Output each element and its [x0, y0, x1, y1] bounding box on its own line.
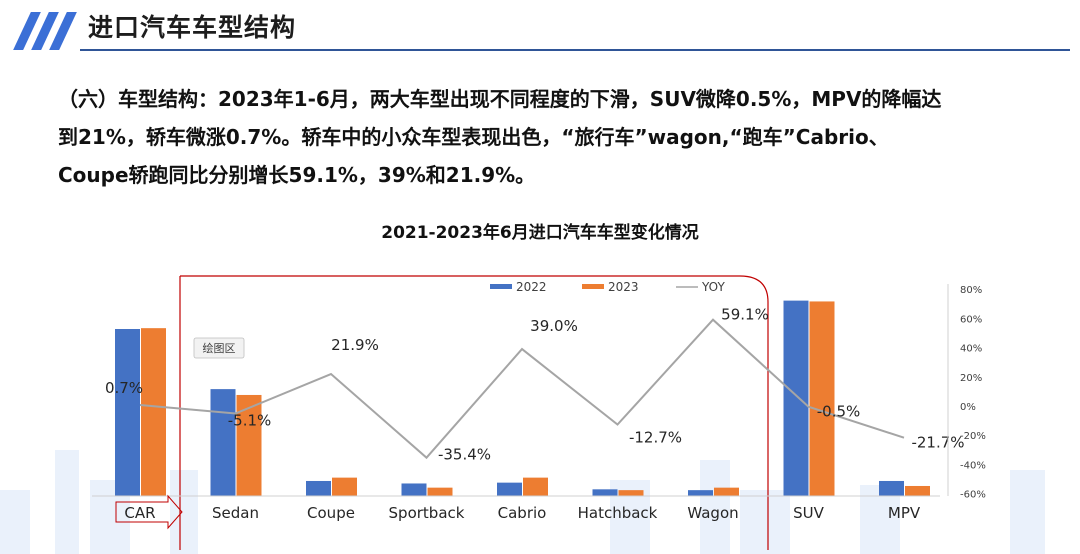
category-label: Cabrio — [498, 504, 547, 522]
bar-2022-sportback — [401, 483, 427, 496]
bar-2022-car — [115, 329, 140, 496]
bar-2023-coupe — [332, 477, 357, 496]
y2-tick-label: -40% — [960, 460, 986, 471]
yoy-data-label: -5.1% — [228, 411, 272, 429]
yoy-data-label: -35.4% — [438, 446, 491, 464]
car-arrow-icon — [115, 494, 183, 530]
y2-tick-label: 80% — [960, 285, 982, 296]
bar-2023-suv — [809, 301, 835, 496]
legend-swatch-2023 — [582, 284, 604, 289]
yoy-data-label: -21.7% — [911, 434, 964, 452]
y2-tick-label: 20% — [960, 373, 982, 384]
yoy-data-label: 39.0% — [530, 317, 578, 335]
description-line: 到21%，轿车微涨0.7%。轿车中的小众车型表现出色，“旅行车”wagon,“跑… — [58, 125, 889, 149]
category-label: CAR — [124, 504, 155, 522]
bar-2023-sportback — [427, 487, 453, 496]
category-label: Sedan — [212, 504, 259, 522]
bar-2023-wagon — [714, 487, 739, 496]
chart-title: 2021-2023年6月进口汽车车型变化情况 — [381, 223, 699, 243]
category-label: Coupe — [307, 504, 355, 522]
bar-2022-cabrio — [497, 482, 522, 496]
description-line: （六）车型结构：2023年1-6月，两大车型出现不同程度的下滑，SUV微降0.5… — [58, 87, 942, 111]
y2-tick-label: -60% — [960, 490, 986, 501]
legend-label: 2023 — [608, 280, 639, 294]
yoy-data-label: 59.1% — [721, 306, 769, 324]
header-stripes-icon — [8, 12, 77, 52]
bar-2022-wagon — [688, 490, 713, 496]
bar-2022-suv — [783, 300, 809, 496]
bar-2022-mpv — [879, 480, 904, 496]
category-label: SUV — [793, 504, 825, 522]
bar-2023-cabrio — [523, 477, 548, 496]
yoy-data-label: -12.7% — [629, 429, 682, 447]
category-label: Sportback — [389, 504, 465, 522]
bar-2022-coupe — [306, 480, 331, 496]
bar-2022-hatchback — [592, 489, 618, 496]
bar-2023-sedan — [236, 394, 262, 496]
category-label: Wagon — [687, 504, 738, 522]
legend-label: YOY — [701, 280, 725, 294]
description-paragraph: （六）车型结构：2023年1-6月，两大车型出现不同程度的下滑，SUV微降0.5… — [58, 80, 1048, 194]
plot-area-tag-box — [193, 337, 245, 359]
page-header: 进口汽车车型结构 — [0, 0, 1080, 56]
yoy-line — [139, 318, 905, 460]
yoy-data-label: 21.9% — [331, 336, 379, 354]
category-label: Hatchback — [578, 504, 658, 522]
header-divider — [80, 49, 1070, 51]
vehicle-type-chart: 绘图区 0.7% -5.1% 21.9% -35.4% 39.0% -12.7% 59.1%… — [92, 275, 986, 550]
bar-2023-car — [141, 328, 166, 496]
plot-area-tag: 绘图区 — [203, 341, 236, 355]
legend-label: 2022 — [516, 280, 547, 294]
legend-swatch-2022 — [490, 284, 512, 289]
highlight-box-top — [180, 275, 769, 550]
yoy-data-label: 0.7% — [105, 379, 143, 397]
y2-tick-label: -20% — [960, 431, 986, 442]
yoy-data-label: -0.5% — [817, 403, 861, 421]
bar-2022-sedan — [210, 389, 236, 496]
bar-2023-hatchback — [618, 490, 644, 496]
y2-tick-label: 0% — [960, 402, 976, 413]
category-label: MPV — [888, 504, 921, 522]
page-title: 进口汽车车型结构 — [88, 13, 297, 42]
bar-2023-mpv — [905, 485, 930, 496]
y2-tick-label: 60% — [960, 314, 982, 325]
description-line: Coupe轿跑同比分别增长59.1%，39%和21.9%。 — [58, 163, 536, 187]
background-skyline — [0, 450, 1045, 554]
y2-tick-label: 40% — [960, 344, 982, 355]
